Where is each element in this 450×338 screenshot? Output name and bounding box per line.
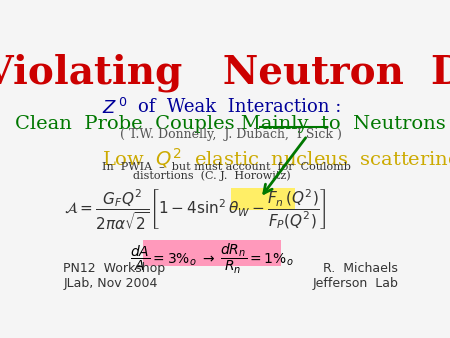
Text: distortions  (C. J.  Horowitz): distortions (C. J. Horowitz) xyxy=(133,171,291,181)
Text: Clean  Probe  Couples Mainly  to  Neutrons: Clean Probe Couples Mainly to Neutrons xyxy=(15,115,446,133)
Text: R.  Michaels
Jefferson  Lab: R. Michaels Jefferson Lab xyxy=(312,262,398,290)
Text: Low  $Q^2$  elastic  nucleus  scattering: Low $Q^2$ elastic nucleus scattering xyxy=(102,146,450,172)
Text: PN12  Workshop
JLab, Nov 2004: PN12 Workshop JLab, Nov 2004 xyxy=(63,262,165,290)
FancyBboxPatch shape xyxy=(230,188,295,210)
Text: ( T.W. Donnelly,  J. Dubach,  I Sick ): ( T.W. Donnelly, J. Dubach, I Sick ) xyxy=(120,128,342,141)
Text: In  PWIA  –  but must account  for  Coulomb: In PWIA – but must account for Coulomb xyxy=(102,162,351,172)
Text: $Z^{\,0}$: $Z^{\,0}$ xyxy=(102,98,127,118)
Text: $\mathcal{A} = \dfrac{G_F Q^2}{2\pi\alpha\sqrt{2}}\left[1 - 4\sin^2\theta_W - \d: $\mathcal{A} = \dfrac{G_F Q^2}{2\pi\alph… xyxy=(64,188,327,232)
Text: of  Weak  Interaction :: of Weak Interaction : xyxy=(138,98,342,116)
Text: Parity  Violating   Neutron  Densities: Parity Violating Neutron Densities xyxy=(0,54,450,92)
Text: $\dfrac{dA}{A} = 3\%_o \;\rightarrow\; \dfrac{dR_n}{R_n} = 1\%_o$: $\dfrac{dA}{A} = 3\%_o \;\rightarrow\; \… xyxy=(130,242,294,276)
FancyBboxPatch shape xyxy=(144,240,281,266)
